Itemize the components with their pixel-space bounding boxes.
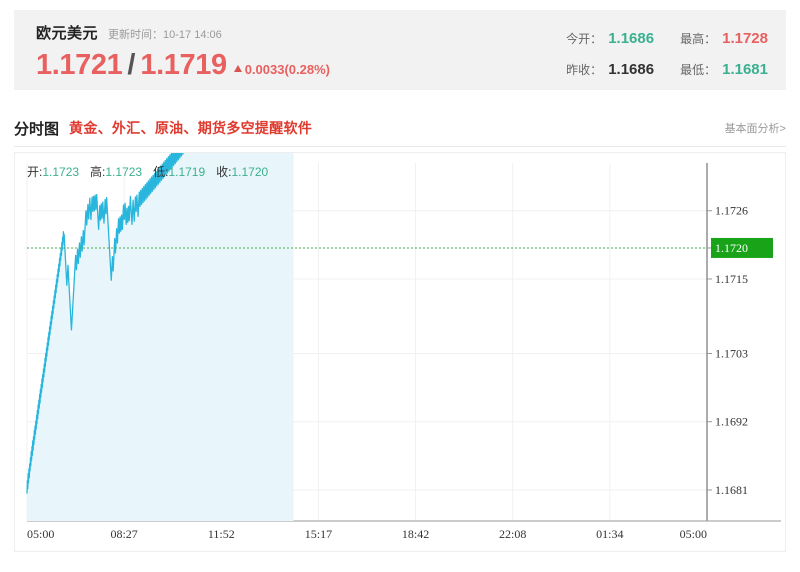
chart-nav-row: 分时图 黄金、外汇、原油、期货多空提醒软件 基本面分析> xyxy=(14,112,786,144)
x-axis-label: 01:34 xyxy=(596,527,623,541)
stat-open-value: 1.1686 xyxy=(608,30,655,47)
x-axis-label: 18:42 xyxy=(402,527,429,541)
x-axis-label: 22:08 xyxy=(499,527,526,541)
change-value: 0.0033(0.28%) xyxy=(244,62,330,77)
stat-open-label: 今开 xyxy=(566,32,591,46)
stat-open: 今开 ： 1.1686 xyxy=(566,30,654,47)
stat-open-colon: ： xyxy=(590,32,603,46)
stat-high: 最高 ： 1.1728 xyxy=(680,30,768,47)
stat-prevclose-label: 昨收 xyxy=(566,63,591,77)
arrow-up-icon xyxy=(233,65,242,72)
stat-low-label: 最低 xyxy=(680,63,705,77)
nav-divider xyxy=(14,146,786,147)
stat-low: 最低 ： 1.1681 xyxy=(680,61,768,78)
ohlc-open-label: 开: xyxy=(27,165,43,179)
ohlc-close-label: 收: xyxy=(216,165,232,179)
x-axis-label: 11:52 xyxy=(208,527,235,541)
x-axis-label: 15:17 xyxy=(305,527,332,541)
ohlc-open-value: 1.1723 xyxy=(42,165,80,179)
price-separator: / xyxy=(127,49,136,81)
update-time: 更新时间：10-17 14:06 xyxy=(108,26,222,42)
promo-link[interactable]: 黄金、外汇、原油、期货多空提醒软件 xyxy=(69,120,313,136)
symbol-name: 欧元美元 xyxy=(36,25,99,42)
y-axis-label: 1.1703 xyxy=(715,346,748,360)
ohlc-high-value: 1.1723 xyxy=(105,165,143,179)
stat-high-colon: ： xyxy=(704,32,717,46)
chart-area-fill xyxy=(27,153,294,521)
fundamental-analysis-link[interactable]: 基本面分析> xyxy=(724,123,786,135)
symbol-row: 欧元美元 更新时间：10-17 14:06 xyxy=(36,22,330,43)
stat-prevclose-value: 1.1686 xyxy=(608,61,655,78)
stat-high-label: 最高 xyxy=(680,32,705,46)
x-axis-label: 05:00 xyxy=(680,527,707,541)
y-axis-label: 1.1726 xyxy=(715,204,748,218)
y-axis-label: 1.1692 xyxy=(715,415,748,429)
stat-prevclose: 昨收 ： 1.1686 xyxy=(566,61,654,78)
ohlc-low-label: 低: xyxy=(153,165,169,179)
quote-stats-grid: 今开 ： 1.1686 最高 ： 1.1728 昨收 ： 1.1686 最低 ：… xyxy=(566,30,768,78)
change-indicator: 0.0033(0.28%) xyxy=(233,62,330,77)
chart-canvas: 1.1726 1.1720 1.1715 1.1703 1.1692 1.1681 05:0… xyxy=(26,153,781,541)
ohlc-low-value: 1.1719 xyxy=(168,165,206,179)
ask-price: 1.1719 xyxy=(140,49,227,81)
stat-low-colon: ： xyxy=(704,63,717,77)
current-price-badge xyxy=(711,237,773,258)
quote-primary-block: 欧元美元 更新时间：10-17 14:06 1.1721 / 1.1719 0.… xyxy=(36,22,330,82)
quote-header-panel: 欧元美元 更新时间：10-17 14:06 1.1721 / 1.1719 0.… xyxy=(14,10,786,90)
y-axis-label: 1.1681 xyxy=(715,483,748,497)
x-axis-label: 05:00 xyxy=(27,527,54,541)
y-axis-label: 1.1715 xyxy=(715,272,748,286)
chart-price-line xyxy=(26,153,185,494)
update-time-label: 更新时间： xyxy=(108,29,164,41)
ohlc-high-label: 高: xyxy=(90,165,106,179)
update-time-value: 10-17 14:06 xyxy=(163,29,222,41)
stat-low-value: 1.1681 xyxy=(722,61,768,78)
intraday-chart[interactable]: 开:1.1723 高:1.1723 低:1.1719 收:1.1720 1.1726 1… xyxy=(14,152,786,552)
x-axis-label: 08:27 xyxy=(110,527,137,541)
ohlc-close-value: 1.1720 xyxy=(231,165,269,179)
y-axis-label: 1.1720 xyxy=(715,241,748,255)
stat-high-value: 1.1728 xyxy=(722,30,768,47)
bid-price: 1.1721 xyxy=(36,49,123,81)
stat-prevclose-colon: ： xyxy=(590,63,603,77)
ohlc-readout: 开:1.1723 高:1.1723 低:1.1719 收:1.1720 xyxy=(27,163,279,180)
price-row: 1.1721 / 1.1719 0.0033(0.28%) xyxy=(36,49,330,82)
tab-time-chart[interactable]: 分时图 xyxy=(14,120,60,138)
